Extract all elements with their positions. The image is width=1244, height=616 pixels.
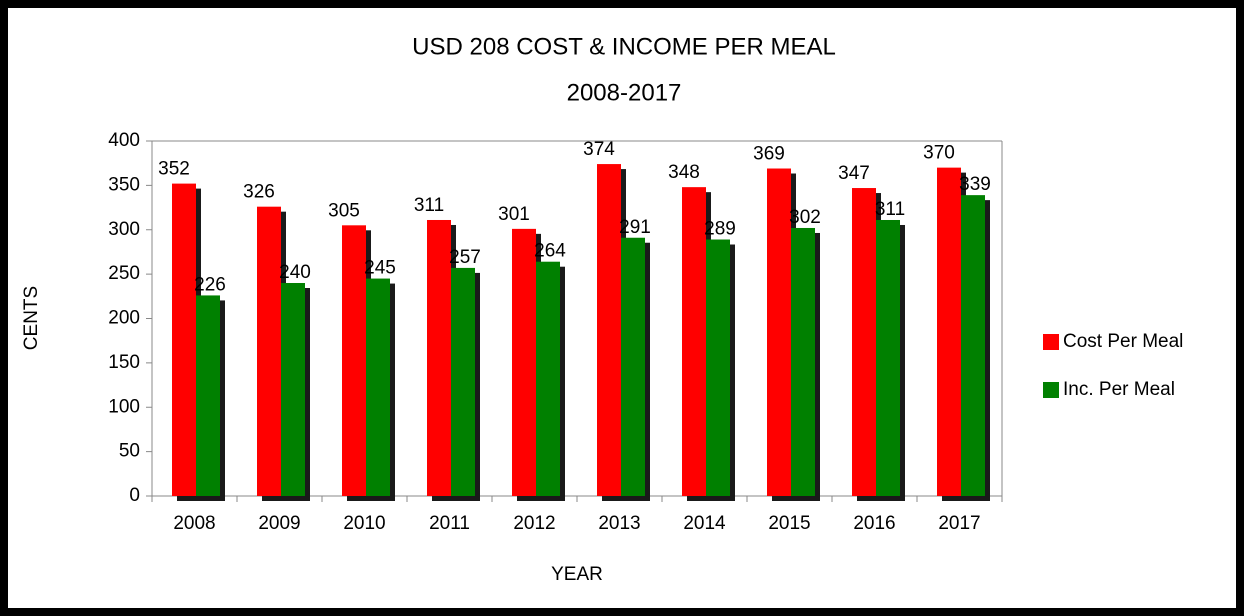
- legend-label: Cost Per Meal: [1063, 331, 1183, 352]
- y-axis-label: CENTS: [21, 286, 42, 350]
- legend-label: Inc. Per Meal: [1063, 379, 1175, 400]
- legend-swatch: [1043, 334, 1059, 350]
- x-tick-label: 2010: [343, 513, 385, 534]
- x-tick-label: 2012: [513, 513, 555, 534]
- x-tick-label: 2011: [429, 513, 470, 534]
- bar: [682, 187, 706, 496]
- bar: [196, 295, 220, 496]
- data-label: 305: [328, 200, 360, 221]
- y-tick-label: 150: [108, 352, 140, 373]
- data-label: 264: [534, 241, 566, 262]
- x-tick-label: 2008: [173, 513, 215, 534]
- bar: [961, 195, 985, 496]
- y-tick-label: 250: [108, 263, 140, 284]
- data-label: 369: [753, 144, 785, 165]
- x-tick-label: 2015: [768, 513, 810, 534]
- data-label: 339: [959, 174, 991, 195]
- x-tick-label: 2013: [598, 513, 640, 534]
- bar: [257, 206, 281, 497]
- y-tick-label: 200: [108, 308, 140, 329]
- bar: [597, 164, 621, 496]
- data-label: 302: [789, 207, 821, 228]
- chart-subtitle: 2008-2017: [567, 79, 682, 106]
- bar: [621, 237, 645, 497]
- data-label: 240: [279, 262, 311, 283]
- x-axis-label: YEAR: [551, 564, 603, 585]
- data-label: 352: [158, 159, 190, 180]
- data-label: 289: [704, 219, 736, 240]
- bar: [767, 168, 791, 496]
- x-tick-label: 2009: [258, 513, 300, 534]
- data-label: 226: [194, 274, 226, 295]
- data-label: 311: [414, 195, 444, 216]
- bar: [512, 228, 536, 497]
- data-label: 374: [583, 139, 615, 160]
- bar: [852, 188, 876, 496]
- bar: [281, 283, 305, 496]
- bar: [427, 219, 451, 497]
- y-tick-label: 100: [108, 396, 140, 417]
- x-tick-label: 2016: [853, 513, 895, 534]
- data-label: 326: [243, 182, 275, 203]
- data-label: 347: [838, 163, 870, 184]
- x-tick-label: 2014: [683, 513, 726, 534]
- data-label: 311: [875, 199, 905, 220]
- legend-swatch: [1043, 382, 1059, 398]
- bar: [536, 261, 560, 496]
- bar: [791, 227, 815, 496]
- bar: [342, 225, 366, 496]
- bar: [366, 278, 390, 496]
- bar: [706, 239, 730, 496]
- x-tick-label: 2017: [938, 513, 980, 534]
- bar: [172, 183, 196, 496]
- y-tick-label: 400: [108, 130, 140, 151]
- y-tick-label: 300: [108, 219, 140, 240]
- bar: [937, 167, 961, 496]
- y-tick-label: 0: [129, 485, 140, 506]
- data-label: 257: [449, 247, 481, 268]
- chart-title: USD 208 COST & INCOME PER MEAL: [412, 33, 836, 60]
- y-tick-label: 50: [119, 441, 140, 462]
- data-label: 301: [498, 204, 530, 225]
- bar: [451, 267, 475, 496]
- data-label: 291: [619, 217, 651, 238]
- data-label: 348: [668, 162, 700, 183]
- data-label: 370: [923, 143, 955, 164]
- data-label: 245: [364, 258, 396, 279]
- bar: [876, 219, 900, 497]
- y-tick-label: 350: [108, 174, 140, 195]
